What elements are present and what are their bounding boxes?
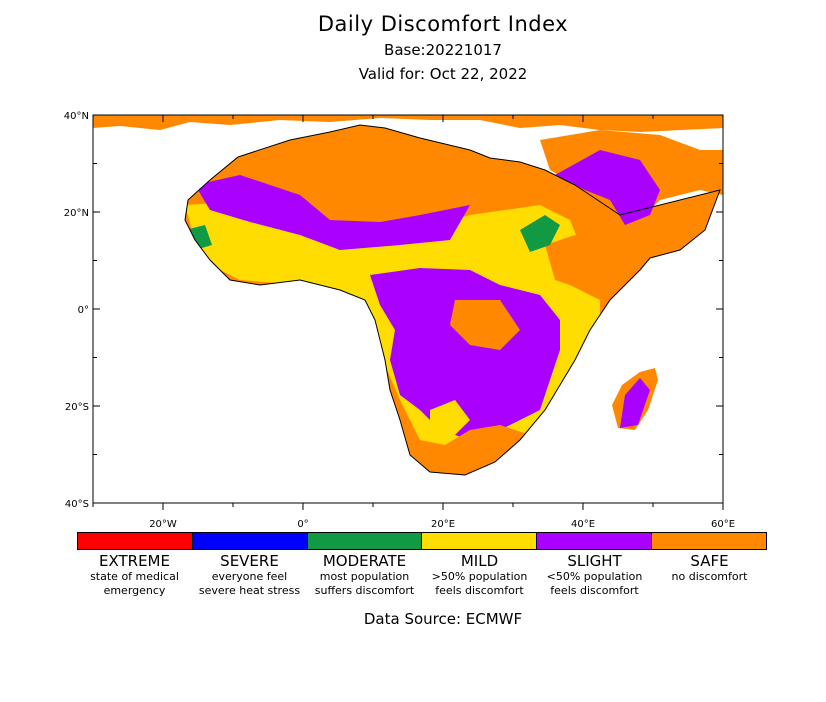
legend-item-severe: SEVERE everyone feel severe heat stress xyxy=(192,550,307,598)
legend-category-description: state of medical xyxy=(90,570,179,583)
sudan-moderate-zone xyxy=(520,215,560,252)
congo-safe-zone xyxy=(450,300,520,350)
legend-swatch-safe xyxy=(652,533,766,549)
data-source: Data Source: ECMWF xyxy=(363,610,523,628)
legend-item-slight: SLIGHT <50% population feels discomfort xyxy=(537,550,652,598)
legend-category-name: MILD xyxy=(460,552,499,570)
legend-swatch-moderate xyxy=(307,533,423,549)
legend-category-name: SEVERE xyxy=(220,552,279,570)
legend-category-description: <50% population xyxy=(546,570,643,583)
senegal-moderate-zone xyxy=(185,225,212,250)
legend-category-name: MODERATE xyxy=(322,552,407,570)
discomfort-map: 40°N 20°N 0° 20°S 40°S 20°W 0° 20°E 40°E 60°E xyxy=(64,111,735,530)
latitude-label: 40°N xyxy=(64,111,89,122)
legend-swatches xyxy=(77,532,767,550)
axis-ticks xyxy=(92,114,724,510)
legend-item-extreme: EXTREME state of medical emergency xyxy=(77,550,192,598)
legend-item-mild: MILD >50% population feels discomfort xyxy=(422,550,537,598)
legend-category-description: >50% population xyxy=(431,570,528,583)
legend-category-name: SAFE xyxy=(690,552,729,570)
legend-category-description: no discomfort xyxy=(671,570,748,583)
legend-category-description: suffers discomfort xyxy=(314,584,415,597)
legend-swatch-extreme xyxy=(78,533,193,549)
legend-swatch-slight xyxy=(537,533,653,549)
legend-category-description: feels discomfort xyxy=(435,584,524,597)
longitude-label: 20°E xyxy=(431,519,455,530)
legend-category-name: SLIGHT xyxy=(567,552,622,570)
base-date: Base:20221017 xyxy=(384,41,502,59)
longitude-label: 20°W xyxy=(149,519,177,530)
longitude-label: 0° xyxy=(297,519,308,530)
sahel-slight-zone xyxy=(195,175,470,250)
legend-category-description: emergency xyxy=(103,584,166,597)
madagascar-slight-zone xyxy=(620,378,650,428)
arabia-slight-zone xyxy=(555,150,660,225)
legend-labels: EXTREME state of medical emergency SEVERE ev… xyxy=(77,550,767,598)
legend-item-moderate: MODERATE most population suffers discomfor… xyxy=(307,550,422,598)
legend-swatch-severe xyxy=(192,533,308,549)
latitude-label: 20°N xyxy=(64,208,89,219)
central-slight-zone xyxy=(370,268,560,440)
ethiopia-safe-zone xyxy=(545,235,610,290)
legend-category-description: everyone feel xyxy=(211,570,288,583)
chart-title: Daily Discomfort Index xyxy=(317,12,569,36)
south-mild-patch xyxy=(430,400,470,440)
legend-category-name: EXTREME xyxy=(99,552,170,570)
europe-landmass xyxy=(93,115,723,132)
longitude-label: 60°E xyxy=(711,519,735,530)
legend-category-description: severe heat stress xyxy=(198,584,301,597)
longitude-label: 40°E xyxy=(571,519,595,530)
latitude-label: 0° xyxy=(78,305,89,316)
latitude-labels: 40°N 20°N 0° 20°S 40°S xyxy=(64,111,89,510)
legend: EXTREME state of medical emergency SEVERE ev… xyxy=(77,532,767,598)
longitude-labels: 20°W 0° 20°E 40°E 60°E xyxy=(149,519,735,530)
legend-category-description: feels discomfort xyxy=(550,584,639,597)
valid-date: Valid for: Oct 22, 2022 xyxy=(358,65,528,83)
legend-category-description: most population xyxy=(319,570,410,583)
latitude-label: 40°S xyxy=(65,499,89,510)
latitude-label: 20°S xyxy=(65,402,89,413)
legend-swatch-mild xyxy=(422,533,538,549)
legend-item-safe: SAFE no discomfort xyxy=(652,550,767,598)
